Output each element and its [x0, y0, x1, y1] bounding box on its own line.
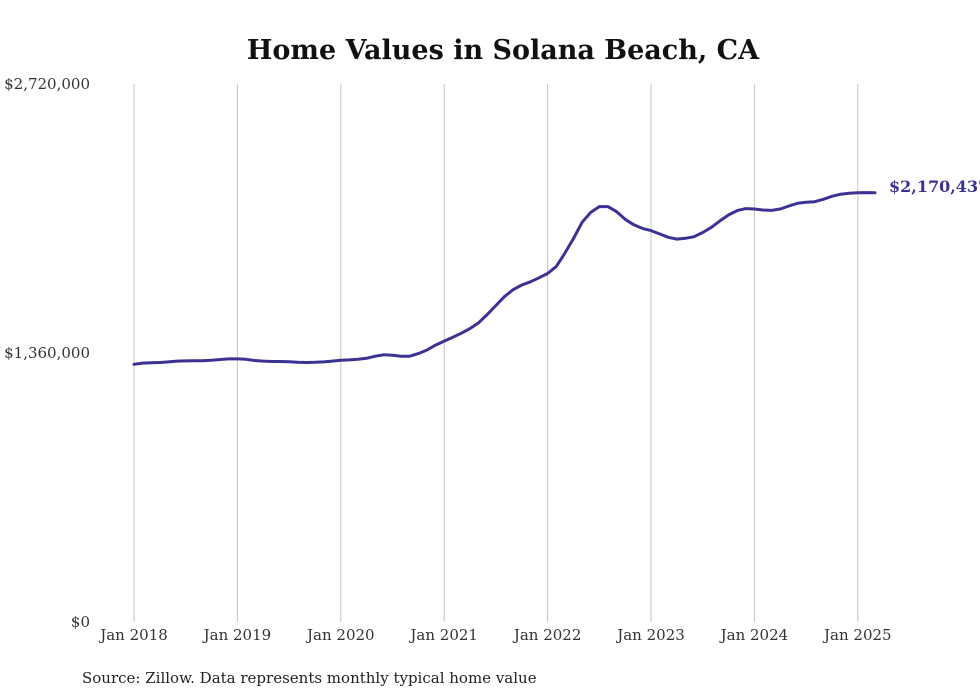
y-tick-label: $0: [71, 613, 90, 631]
x-tick-label: Jan 2022: [512, 626, 582, 644]
x-tick-label: Jan 2019: [202, 626, 272, 644]
x-tick-label: Jan 2018: [98, 626, 168, 644]
x-axis-ticks: Jan 2018 Jan 2019 Jan 2020 Jan 2021 Jan 2022…: [98, 626, 891, 644]
home-value-line: [132, 191, 877, 366]
y-tick-label: $1,360,000: [4, 344, 90, 362]
source-note: Source: Zillow. Data represents monthly …: [82, 669, 537, 687]
x-tick-label: Jan 2023: [615, 626, 685, 644]
x-tick-label: Jan 2024: [719, 626, 789, 644]
end-value-label: $2,170,437: [889, 177, 980, 196]
x-tick-label: Jan 2021: [408, 626, 478, 644]
chart-title: Home Values in Solana Beach, CA: [247, 35, 760, 66]
grid: [133, 84, 859, 622]
x-tick-label: Jan 2020: [305, 626, 375, 644]
y-tick-label: $2,720,000: [4, 75, 90, 93]
x-tick-label: Jan 2025: [822, 626, 892, 644]
y-axis-ticks: $0 $1,360,000 $2,720,000: [4, 75, 90, 631]
